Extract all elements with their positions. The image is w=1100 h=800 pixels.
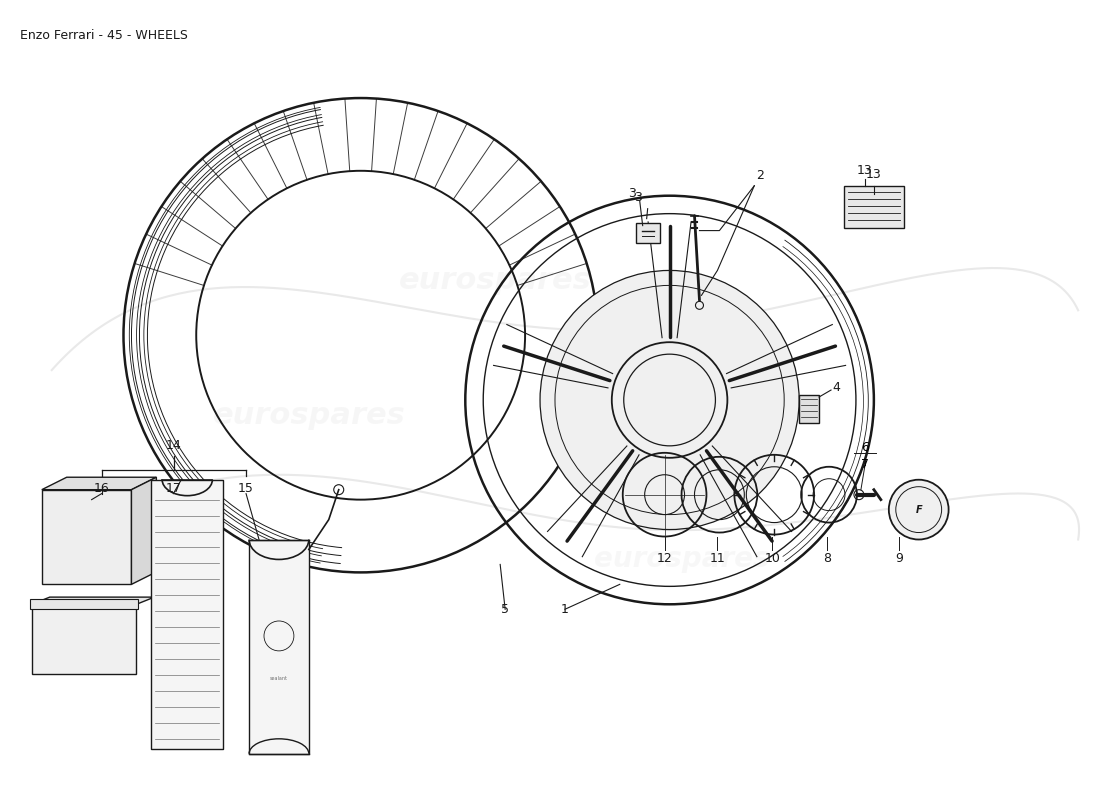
Text: F: F [915, 505, 922, 514]
Text: eurospares: eurospares [594, 546, 769, 574]
Text: eurospares: eurospares [585, 402, 778, 430]
Text: 10: 10 [764, 553, 780, 566]
Polygon shape [32, 597, 154, 604]
Text: 17: 17 [165, 482, 182, 494]
Ellipse shape [540, 270, 799, 530]
Text: 1: 1 [561, 602, 569, 616]
Text: eurospares: eurospares [212, 402, 405, 430]
Polygon shape [42, 490, 132, 584]
Text: 8: 8 [823, 553, 830, 566]
Text: 14: 14 [166, 439, 182, 452]
Text: 6: 6 [861, 442, 869, 454]
Text: 2: 2 [757, 169, 764, 182]
Text: 4: 4 [832, 381, 840, 394]
Text: 5: 5 [502, 602, 509, 616]
Polygon shape [132, 478, 156, 584]
Polygon shape [42, 478, 156, 490]
Polygon shape [32, 604, 136, 674]
Text: 15: 15 [238, 482, 254, 494]
Bar [30, 599, 139, 610]
Text: 7: 7 [861, 458, 869, 471]
Bar [249, 539, 309, 754]
Polygon shape [636, 222, 660, 242]
Ellipse shape [889, 480, 948, 539]
Bar [152, 480, 223, 749]
Text: Enzo Ferrari - 45 - WHEELS: Enzo Ferrari - 45 - WHEELS [20, 30, 188, 42]
Bar [799, 395, 820, 423]
Text: 16: 16 [94, 482, 109, 494]
Text: sealant: sealant [270, 676, 288, 682]
Text: 13: 13 [866, 168, 882, 181]
Text: 9: 9 [894, 553, 903, 566]
Bar [844, 186, 904, 228]
Text: 3: 3 [628, 187, 636, 200]
Text: 13: 13 [857, 164, 872, 178]
Text: 11: 11 [710, 553, 725, 566]
Text: 3: 3 [634, 191, 641, 204]
Text: 12: 12 [657, 553, 672, 566]
Text: eurospares: eurospares [399, 266, 592, 295]
